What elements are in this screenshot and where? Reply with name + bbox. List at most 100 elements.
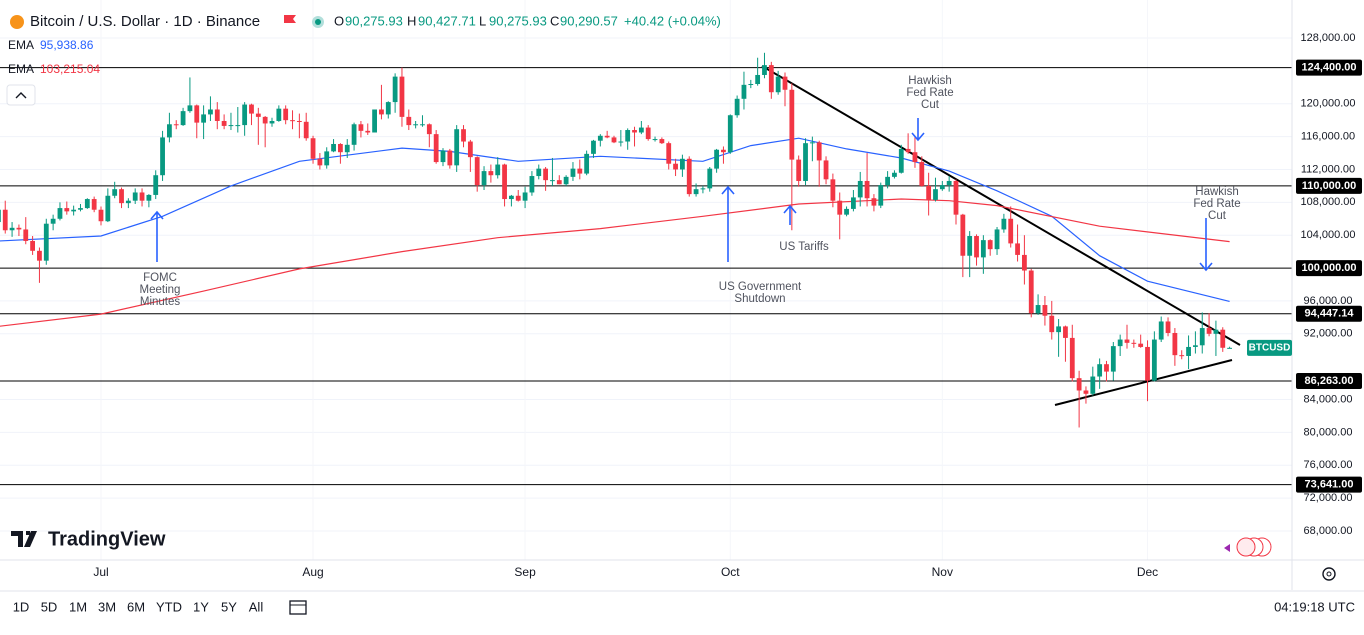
annotation: Hawkish — [908, 75, 951, 87]
candle-body — [1131, 342, 1137, 344]
candle-body — [2, 209, 8, 231]
candle-body — [1097, 364, 1103, 377]
candle-body — [597, 135, 603, 141]
candle-body — [536, 168, 542, 177]
candle-body — [290, 120, 295, 122]
ohlc-label: C — [550, 13, 559, 28]
candle-body — [522, 192, 528, 201]
y-tick-label: 116,000.00 — [1301, 131, 1355, 143]
candle-body — [433, 134, 439, 163]
candle-body — [351, 124, 357, 145]
y-tick-label: 96,000.00 — [1304, 295, 1353, 307]
range-button[interactable]: YTD — [156, 599, 182, 614]
candle-body — [939, 185, 945, 190]
candle-body — [851, 197, 856, 209]
annotation: FOMC — [143, 272, 177, 284]
candle-body — [652, 139, 658, 141]
candle-body — [837, 200, 843, 215]
candle-body — [509, 195, 514, 200]
flag-badge — [1224, 537, 1272, 557]
candle-body — [666, 143, 672, 164]
level-tag — [1296, 177, 1362, 194]
candle-body — [454, 129, 460, 166]
candle-body — [502, 164, 507, 200]
candle-body — [816, 142, 822, 161]
candle-body — [543, 168, 548, 181]
candle-body — [1199, 328, 1205, 346]
x-tick-label: Jul — [93, 565, 108, 579]
annotation: Fed Rate — [906, 87, 953, 99]
candle-body — [331, 143, 336, 152]
settings-button[interactable] — [1322, 567, 1336, 581]
flag-icon — [284, 15, 296, 23]
candle-body — [1213, 329, 1219, 334]
change: +40.42 (+0.04%) — [624, 13, 721, 28]
candle-body — [167, 124, 172, 138]
candle-body — [358, 124, 364, 131]
range-button[interactable]: All — [249, 599, 264, 614]
level-label: 124,400.00 — [1301, 61, 1356, 73]
candle-body — [960, 214, 966, 256]
candle-body — [809, 142, 815, 144]
symbol-title: Bitcoin / U.S. Dollar · 1D · Binance — [30, 13, 260, 30]
candle-body — [1042, 305, 1048, 316]
candle-body — [78, 208, 83, 210]
range-button[interactable]: 6M — [127, 599, 145, 614]
range-button[interactable]: 1D — [13, 599, 30, 614]
candle-body — [392, 76, 398, 103]
plot-area — [0, 52, 1292, 486]
candle-body — [0, 209, 1, 223]
candle-body — [84, 199, 90, 209]
candle-body — [857, 180, 863, 198]
trendline — [1054, 359, 1233, 406]
calendar-button[interactable] — [289, 600, 307, 615]
candle-body — [146, 194, 152, 201]
annotation: US Government — [719, 281, 802, 293]
arrow — [911, 118, 925, 142]
range-button[interactable]: 5D — [41, 599, 58, 614]
logo-icon — [11, 531, 37, 547]
candle-body — [43, 223, 49, 261]
candle-body — [892, 172, 897, 177]
candle-body — [625, 130, 631, 142]
range-button[interactable]: 1Y — [193, 599, 209, 614]
ema-legend-name: EMA — [8, 62, 34, 76]
candle-body — [385, 102, 391, 115]
candle-body — [748, 84, 754, 86]
y-tick-label: 112,000.00 — [1301, 163, 1355, 175]
y-tick-label: 76,000.00 — [1304, 459, 1353, 471]
ohlc-value: 90,427.71 — [418, 13, 476, 28]
candle-body — [632, 130, 637, 133]
annotation: Meeting — [140, 284, 181, 296]
candle-body — [1206, 328, 1212, 334]
candle-body — [1028, 270, 1034, 314]
candle-body — [310, 138, 316, 159]
candle-body — [980, 240, 986, 258]
candle-body — [173, 124, 179, 126]
candle-body — [577, 168, 583, 174]
candle-body — [638, 127, 644, 133]
range-button[interactable]: 3M — [98, 599, 116, 614]
ema-legend-value: 103,215.04 — [40, 62, 100, 76]
level-tag — [1296, 476, 1362, 493]
grid — [0, 37, 1292, 532]
ema-line — [0, 137, 1230, 302]
candle-body — [1035, 305, 1041, 314]
range-button[interactable]: 5Y — [221, 599, 237, 614]
candle-body — [1069, 337, 1075, 379]
collapse-button[interactable] — [6, 84, 36, 106]
y-tick-label: 120,000.00 — [1300, 98, 1355, 110]
candle-body — [693, 189, 699, 195]
candle-body — [556, 180, 562, 185]
status-dot — [315, 19, 321, 25]
range-button[interactable]: 1M — [69, 599, 87, 614]
candle-body — [919, 162, 925, 186]
candle-body — [529, 176, 535, 193]
candle-body — [871, 198, 877, 206]
candle-body — [413, 124, 419, 126]
level-label: 110,000.00 — [1302, 180, 1356, 192]
candle-body — [37, 250, 42, 261]
candle-body — [967, 236, 973, 256]
candle-body — [249, 104, 254, 114]
